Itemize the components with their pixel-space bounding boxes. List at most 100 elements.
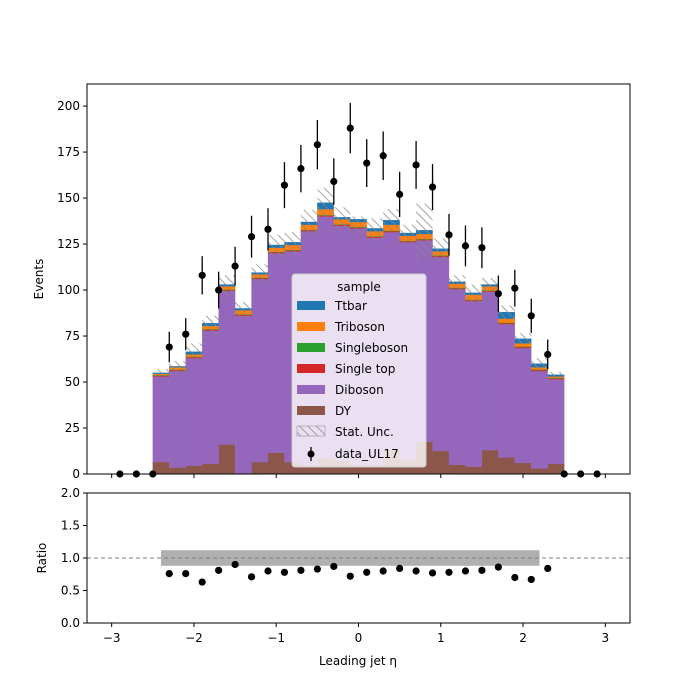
ratio-point [165, 570, 173, 578]
data-point [297, 165, 305, 173]
ratio-point [264, 567, 272, 575]
ratio-point [182, 570, 190, 578]
data-point [231, 262, 239, 270]
ratio-point [198, 578, 206, 586]
ratio-point [280, 568, 289, 576]
x-tick-label: −2 [185, 631, 203, 645]
bar-diboson [432, 256, 450, 452]
stat-unc-bin [514, 333, 532, 345]
bar-diboson [514, 347, 532, 464]
stat-unc-bin [432, 238, 449, 261]
x-tick-label: −1 [267, 631, 285, 645]
stat-unc-bin [399, 224, 417, 244]
stat-unc-bin [317, 187, 334, 218]
legend-swatch-stat-unc [296, 425, 326, 437]
bar-diboson [465, 300, 483, 467]
ratio-point [428, 569, 437, 577]
bar-dy [514, 462, 532, 475]
legend-title: sample [337, 280, 381, 294]
y-tick-label: 50 [65, 375, 80, 389]
data-point [363, 159, 371, 167]
main-x-axis-ticks [111, 474, 606, 478]
ratio-uncertainty-band [161, 550, 540, 566]
stat-unc-bin [416, 203, 433, 259]
stat-unc-bin [268, 234, 285, 257]
data-point [198, 271, 206, 279]
bar-dy [498, 457, 515, 475]
legend-label-dy: DY [335, 404, 352, 418]
ratio-y-tick-label: 0.5 [61, 584, 80, 598]
ratio-point [527, 575, 535, 584]
ratio-points [165, 560, 552, 586]
stat-unc-bin [383, 209, 400, 232]
bar-dy [251, 461, 269, 475]
y-tick-label: 0 [72, 467, 80, 481]
stat-unc-bin [498, 305, 515, 321]
y-tick-label: 150 [57, 191, 80, 205]
x-tick-label: 1 [437, 631, 445, 645]
data-point [182, 330, 190, 338]
data-point [165, 343, 173, 351]
data-point [544, 350, 552, 359]
stat-unc-bin [185, 343, 203, 359]
y-tick-label: 175 [57, 145, 80, 159]
bar-dy [465, 466, 483, 475]
legend-label-singleboson: Singleboson [335, 341, 408, 355]
legend-label-triboson: Triboson [334, 320, 385, 334]
stat-unc-bin [152, 369, 170, 377]
stat-unc-bin [300, 210, 318, 236]
x-tick-label: 2 [519, 631, 527, 645]
legend-marker-data [307, 450, 315, 458]
bar-diboson [531, 370, 548, 469]
bar-dy [202, 463, 219, 475]
bar-dy [169, 467, 186, 475]
ratio-y-axis-label: Ratio [35, 543, 49, 574]
data-point [330, 177, 338, 186]
ratio-panel: 0.0 0.5 1.0 1.5 2.0 −3 −2 −1 0 1 2 3 Ratio Leading… [35, 486, 631, 668]
y-tick-label: 200 [57, 99, 80, 113]
y-tick-label: 75 [65, 329, 80, 343]
ratio-point [494, 563, 502, 571]
stat-unc-bin [481, 278, 499, 293]
ratio-point [544, 564, 552, 573]
stat-unc-bin [366, 218, 384, 241]
data-point [478, 244, 486, 252]
legend-label-stat-unc: Stat. Unc. [335, 425, 394, 439]
bar-diboson [185, 357, 203, 466]
bar-diboson [169, 370, 186, 468]
legend-label-data: data_UL17 [335, 447, 399, 461]
x-axis-label: Leading jet η [319, 654, 397, 668]
ratio-point [511, 573, 519, 582]
stat-uncertainty-band [152, 187, 565, 380]
bar-diboson [251, 278, 269, 463]
main-y-axis-ticks: 0 25 50 75 100 125 150 175 200 [57, 99, 87, 481]
bar-diboson [547, 379, 565, 465]
y-tick-label: 25 [65, 421, 80, 435]
data-point [428, 183, 437, 191]
ratio-point [478, 566, 486, 574]
bar-dy [185, 465, 203, 475]
data-point [461, 242, 470, 250]
legend-swatch-singleboson [297, 343, 325, 352]
bar-diboson [218, 290, 236, 445]
legend-swatch-triboson [297, 322, 325, 331]
data-point [527, 312, 535, 320]
stat-unc-bin [218, 275, 236, 298]
data-point [313, 141, 321, 149]
ratio-point [461, 567, 470, 575]
y-tick-label: 125 [57, 237, 80, 251]
ratio-point [445, 568, 453, 576]
stat-unc-bin [350, 216, 367, 235]
data-point [346, 124, 354, 132]
ratio-point [215, 566, 223, 574]
stat-unc-bin [235, 301, 252, 317]
data-points [116, 102, 601, 478]
data-point [412, 161, 420, 169]
ratio-y-tick-label: 0.0 [61, 616, 80, 630]
bar-diboson [498, 323, 515, 458]
bar-diboson [448, 288, 466, 465]
bar-dy [531, 468, 548, 475]
x-tick-label: 3 [601, 631, 609, 645]
bar-diboson [481, 291, 499, 451]
legend-label-diboson: Diboson [335, 383, 384, 397]
